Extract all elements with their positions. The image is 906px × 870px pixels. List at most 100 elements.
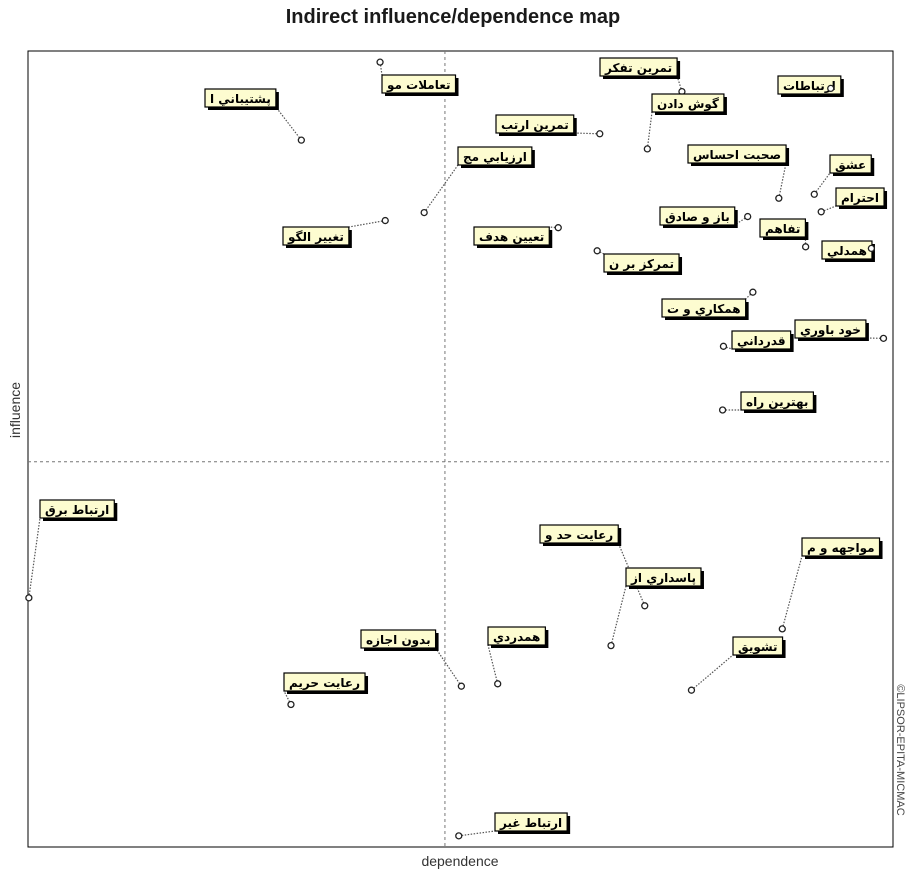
variable-group: ارتباط غير [455, 812, 571, 840]
variable-label: بهترين راه [746, 395, 808, 409]
leader-line [283, 690, 292, 705]
variable-group: عشق [810, 154, 875, 198]
variable-label: عشق [835, 158, 866, 172]
label-box [661, 298, 747, 318]
leader-line [275, 106, 302, 141]
variable-group: ارزيابي مج [420, 146, 535, 217]
label-box [801, 537, 881, 557]
variable-group: تغيير الگو [282, 216, 389, 248]
variable-label: ارتباط غير [499, 816, 562, 830]
variable-label: همدردي [493, 630, 540, 644]
label-box [599, 57, 678, 77]
leader-line [487, 644, 499, 684]
variable-group: تفاهم [759, 218, 810, 251]
variable-point [827, 84, 835, 93]
variable-label: تفاهم [765, 222, 800, 236]
variable-group: پشتيباني ا [204, 88, 305, 144]
variable-group: گوش دادن [643, 93, 727, 153]
leader-line [691, 654, 734, 691]
variable-point [718, 406, 727, 414]
variable-group: تعاملات مو [376, 58, 459, 96]
label-box [732, 636, 784, 656]
label-box [494, 812, 568, 832]
variable-group: همدلي [821, 240, 876, 262]
variable-label: خود باوري [800, 323, 861, 338]
leader-line [781, 555, 803, 630]
variable-group: خود باوري [794, 319, 888, 343]
variable-point [687, 686, 696, 694]
variable-label: گوش دادن [657, 97, 719, 112]
variable-label: تعيين هدف [479, 230, 544, 244]
label-box [625, 567, 702, 587]
label-box [687, 144, 787, 164]
label-box [829, 154, 872, 174]
variable-label: صحبت احساس [693, 148, 781, 162]
variable-group: صحبت احساس [687, 144, 790, 202]
label-box [659, 206, 736, 226]
label-box [759, 218, 806, 238]
variable-point [607, 641, 615, 650]
variable-point [775, 194, 783, 202]
variable-label: پاسداري از [630, 571, 696, 585]
variable-label: قدرداني [737, 334, 786, 348]
variable-group: پاسداري از [607, 567, 704, 650]
label-box [360, 629, 437, 649]
label-box [282, 226, 350, 246]
variable-point [879, 334, 888, 343]
variable-point [376, 58, 384, 66]
leader-line [646, 111, 653, 149]
label-box [495, 114, 575, 134]
variable-group: بدون اجازه [360, 629, 466, 690]
variable-group: رعايت حد و [539, 524, 649, 610]
leader-line [610, 585, 627, 646]
leader-line [813, 172, 831, 195]
variable-label: تمركز بر ن [609, 257, 674, 271]
variable-label: باز و صادق [665, 210, 730, 225]
variable-point [641, 602, 649, 610]
variable-label: رعايت حد و [544, 528, 613, 543]
leader-line [423, 164, 459, 213]
y-axis-label: influence [7, 382, 23, 438]
variable-group: احترام [817, 187, 888, 216]
leader-line [28, 517, 41, 598]
variable-point [25, 594, 33, 602]
variable-label: همدلي [827, 244, 867, 258]
variable-label: احترام [841, 191, 879, 206]
variable-point [455, 832, 463, 840]
variable-group: قدرداني [719, 330, 794, 352]
variable-point [297, 136, 305, 144]
label-box [204, 88, 277, 108]
variable-group: همكاري و ت [661, 288, 757, 320]
variable-label: تشويق [738, 640, 778, 655]
variable-points-layer: ارتباطات تمرين تفكر گوش دادن تمرين ارتب تعام… [25, 57, 888, 840]
variable-point [494, 680, 502, 688]
leader-line [379, 62, 383, 76]
variable-point [801, 243, 810, 251]
variable-label: بدون اجازه [366, 633, 431, 648]
variable-label: ارتباط برق [45, 503, 109, 517]
x-axis-label: dependence [421, 853, 498, 869]
variable-point [643, 145, 651, 153]
variable-label: مواجهه و م [807, 541, 875, 556]
variable-point [817, 208, 825, 216]
variable-point [749, 288, 757, 296]
variable-group: تمركز بر ن [593, 247, 683, 275]
variable-point [744, 212, 752, 221]
variable-group: مواجهه و م [778, 537, 883, 633]
label-box [283, 672, 366, 692]
variable-point [381, 216, 389, 225]
label-box [39, 499, 115, 519]
label-box [651, 93, 725, 113]
leader-line [458, 830, 496, 837]
label-box [473, 226, 550, 246]
variable-label: تمرين ارتب [501, 118, 569, 132]
variable-group: بهترين راه [718, 391, 817, 414]
variable-point [810, 190, 818, 198]
plot-frame [27, 50, 894, 848]
variable-point [420, 208, 428, 217]
leader-line [820, 205, 837, 213]
variable-point [867, 244, 876, 253]
leader-line [573, 132, 600, 135]
variable-label: همكاري و ت [667, 302, 741, 317]
